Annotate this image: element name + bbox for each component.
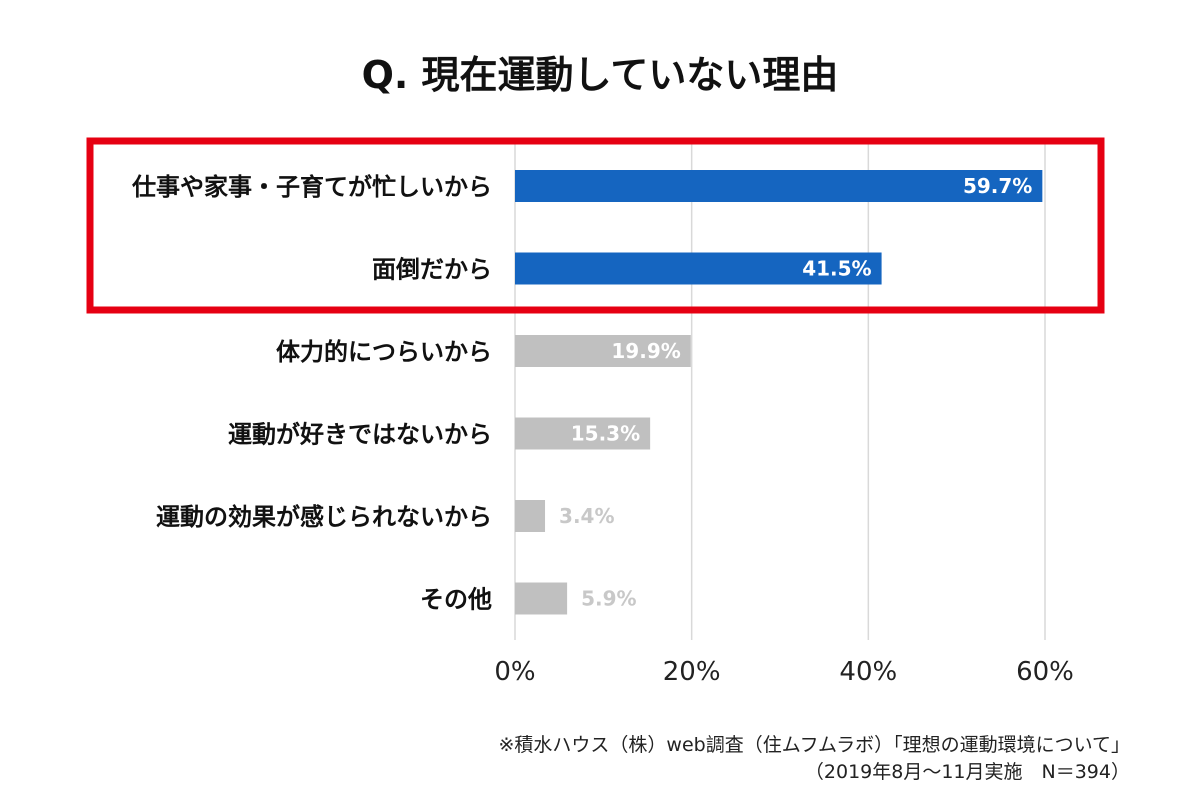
data-label: 41.5% [802, 257, 871, 281]
category-label: 仕事や家事・子育てが忙しいから [131, 173, 492, 201]
bar [515, 582, 568, 615]
bar [515, 170, 1043, 202]
bar [515, 252, 882, 285]
category-label: 運動の効果が感じられないから [156, 503, 492, 531]
source-note-detail: （2019年8月～11月実施 N＝394） [804, 761, 1130, 783]
data-label: 59.7% [963, 174, 1032, 198]
bars: 59.7% 41.5% 19.9% 15.3% 3.4% 5.9% [515, 170, 1043, 615]
data-label: 3.4% [559, 504, 614, 528]
category-labels: 仕事や家事・子育てが忙しいから面倒だから体力的につらいから運動が好きではないから… [131, 173, 492, 614]
bar [515, 417, 651, 450]
category-label: 体力的につらいから [276, 338, 492, 366]
chart-title: Q. 現在運動していない理由 [362, 53, 839, 97]
bar [515, 500, 546, 532]
source-note: ※積水ハウス（株）web調査（住ムフムラボ）「理想の運動環境について」 [498, 734, 1130, 756]
data-label: 5.9% [581, 587, 636, 611]
x-tick-label: 60% [1016, 657, 1074, 687]
bar [515, 335, 691, 367]
data-label: 19.9% [611, 339, 680, 363]
category-label: 運動が好きではないから [228, 421, 492, 449]
x-tick-label: 40% [839, 657, 897, 687]
highlight-box [86, 137, 1105, 314]
x-tick-label: 20% [663, 657, 721, 687]
category-label: 面倒だから [372, 256, 492, 284]
category-label: その他 [420, 586, 492, 614]
x-axis-ticks: 0% 20% 40% 60% [494, 657, 1074, 687]
x-tick-label: 0% [494, 657, 535, 687]
data-label: 15.3% [571, 422, 640, 446]
gridlines [514, 140, 1046, 640]
